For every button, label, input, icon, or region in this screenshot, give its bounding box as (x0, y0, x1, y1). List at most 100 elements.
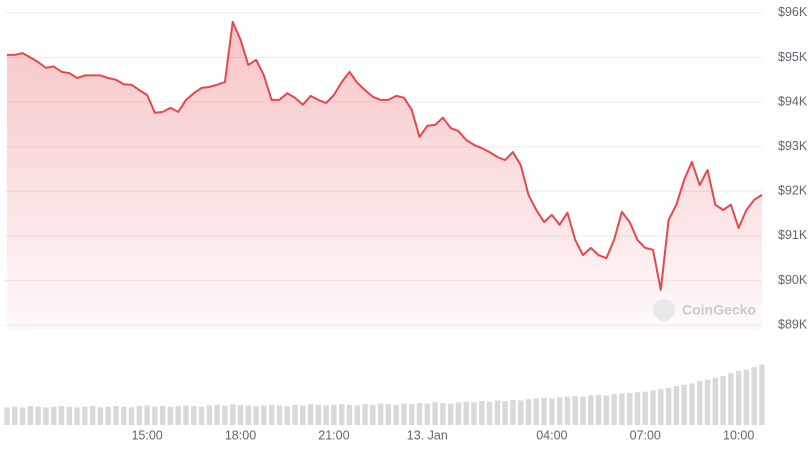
y-tick-label: $95K (778, 50, 808, 64)
volume-bar (385, 404, 392, 425)
volume-bar (19, 407, 26, 425)
volume-bar (4, 407, 10, 425)
volume-bar (541, 397, 547, 425)
volume-bar (292, 404, 298, 425)
y-tick-label: $90K (778, 273, 808, 287)
volume-bar (237, 404, 244, 425)
volume-bar (191, 406, 197, 425)
volume-bar (175, 406, 181, 425)
x-tick-label: 21:00 (318, 428, 349, 442)
x-tick-label: 04:00 (536, 428, 567, 442)
y-tick-label: $94K (778, 94, 808, 108)
volume-bar (416, 402, 423, 425)
volume-bar (12, 406, 18, 425)
y-tick-label: $91K (778, 228, 808, 242)
volume-bar (245, 405, 252, 425)
price-line (7, 20, 763, 291)
volume-bar (743, 369, 750, 425)
volume-bar (89, 406, 96, 425)
x-tick-label: 10:00 (723, 428, 754, 442)
volume-bar (432, 402, 438, 425)
volume-bar (206, 405, 213, 425)
volume-bar (728, 373, 734, 425)
volume-bar (517, 400, 524, 425)
volume-bar (642, 391, 648, 425)
volume-bar (253, 406, 259, 425)
volume-bar (401, 403, 407, 425)
volume-bar (354, 405, 360, 425)
volume-bar (689, 383, 695, 425)
volume-bar (276, 405, 283, 425)
x-tick-label: 15:00 (131, 428, 162, 442)
volume-bar (393, 404, 399, 425)
volume-bar (268, 404, 275, 425)
volume-bar (159, 406, 166, 425)
volume-bar (502, 401, 508, 425)
volume-bar (35, 406, 41, 425)
volume-bar (82, 406, 88, 425)
volume-bar (440, 402, 446, 425)
volume-bar (595, 394, 602, 425)
volume-bar (183, 405, 189, 425)
volume-bar (74, 407, 80, 425)
volume-bar (455, 402, 462, 425)
volume-bar (370, 404, 376, 425)
volume-bar (43, 407, 49, 425)
volume-bar (681, 384, 687, 425)
volume-bar (97, 407, 104, 425)
volume-bar (626, 392, 633, 425)
y-tick-label: $92K (778, 184, 808, 198)
volume-bar (611, 394, 617, 425)
volume-bar (549, 398, 555, 425)
volume-bar (751, 367, 757, 425)
volume-bar (152, 406, 158, 425)
volume-bar (323, 405, 329, 425)
volume-bar (222, 405, 228, 425)
volume-bar (486, 401, 493, 425)
watermark: CoinGecko (682, 302, 756, 318)
x-tick-label: 18:00 (225, 428, 256, 442)
y-tick-label: $96K (778, 5, 808, 19)
y-tick-label: $93K (778, 139, 808, 153)
volume-bar (144, 405, 150, 425)
volume-bar (712, 377, 719, 425)
watermark-group: CoinGecko (653, 299, 756, 321)
volume-bar (447, 403, 454, 425)
volume-bar (300, 405, 306, 425)
volume-bar (634, 392, 641, 425)
volume-bar (136, 406, 143, 425)
volume-bar (525, 399, 532, 425)
volume-bar (121, 406, 127, 425)
volume-bar (284, 406, 290, 425)
volume-bar (409, 404, 415, 425)
volume-bar (735, 370, 742, 425)
volume-bar (307, 404, 314, 425)
volume-bar (66, 406, 72, 425)
volume-bar (105, 406, 111, 425)
volume-bar (564, 396, 571, 425)
volume-bar (603, 395, 610, 425)
area (7, 21, 762, 331)
x-tick-label: 07:00 (630, 428, 661, 442)
volume-bar (479, 401, 485, 425)
volume-bar (229, 404, 236, 425)
volume-bar (128, 407, 135, 425)
volume-bar (580, 396, 586, 425)
volume-bar (556, 397, 563, 425)
volume-bar (720, 375, 726, 425)
volume-bar (50, 406, 57, 425)
volume-bar (759, 364, 765, 425)
volume-bar (572, 396, 578, 425)
x-tick-label: 13. Jan (407, 428, 448, 442)
watermark-logo (653, 299, 675, 321)
volume-bar (650, 390, 656, 425)
volume-bar (58, 406, 65, 425)
volume-bar (471, 402, 477, 425)
volume-bar (362, 404, 368, 425)
volume-bar (697, 380, 703, 425)
volume-bar (510, 399, 516, 425)
volume-bar (346, 404, 353, 425)
volume-bar (494, 400, 501, 425)
volume-bar (665, 387, 672, 425)
